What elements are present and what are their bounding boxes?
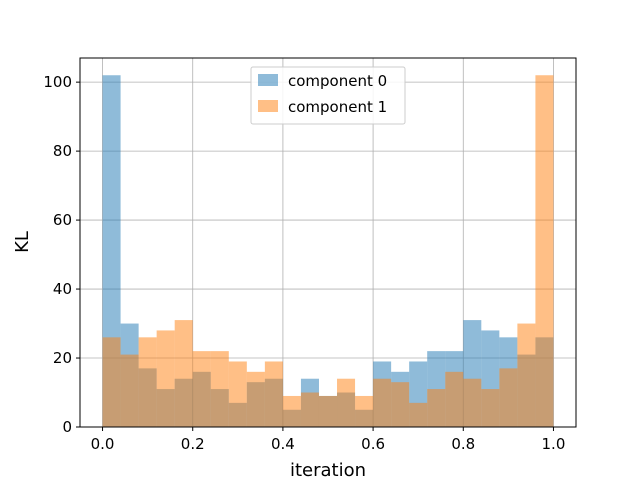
y-tick-label: 40	[53, 280, 72, 298]
bar-component-1	[246, 371, 265, 427]
bar-component-1	[228, 361, 247, 427]
bar-component-1	[391, 382, 410, 427]
legend-box	[250, 66, 406, 125]
bar-component-1	[535, 75, 554, 428]
bar-component-1	[355, 395, 374, 427]
bar-component-1	[156, 330, 175, 427]
bar-component-1	[192, 351, 211, 427]
bar-component-1	[463, 378, 482, 427]
legend-label-component-1: component 1	[288, 98, 387, 116]
bar-component-1	[300, 392, 319, 427]
bar-component-1	[138, 337, 157, 427]
bar-component-1	[499, 368, 518, 427]
bars	[102, 75, 554, 428]
y-axis-label: KL	[12, 231, 33, 253]
bar-component-1	[318, 395, 338, 427]
bar-component-1	[337, 378, 356, 427]
x-tick-label: 0.6	[361, 435, 385, 453]
bar-component-1	[210, 351, 229, 427]
y-tick-label: 100	[43, 73, 72, 91]
bar-component-1	[120, 354, 139, 427]
legend-swatch-component-0	[258, 74, 278, 86]
x-tick-label: 1.0	[542, 435, 566, 453]
x-tick-label: 0.2	[181, 435, 205, 453]
y-tick-label: 80	[53, 142, 72, 160]
legend: component 0 component 1	[250, 66, 406, 125]
plot-frame	[79, 57, 577, 428]
x-axis-ticks: 0.0 0.2 0.4 0.6 0.8 1.0	[91, 427, 566, 453]
x-axis-label: iteration	[290, 460, 366, 480]
bar-component-1	[102, 337, 121, 427]
bar-component-1	[481, 389, 500, 427]
y-axis-ticks: 0 20 40 60 80 100	[43, 73, 80, 436]
bar-component-1	[517, 323, 536, 427]
x-tick-label: 0.0	[91, 435, 115, 453]
x-tick-label: 0.8	[451, 435, 475, 453]
x-tick-label: 0.4	[271, 435, 295, 453]
bar-component-1	[409, 402, 428, 427]
bar-component-1	[445, 371, 464, 427]
bar-component-1	[427, 389, 446, 427]
y-tick-label: 0	[62, 418, 72, 436]
y-tick-label: 20	[53, 349, 72, 367]
y-tick-label: 60	[53, 211, 72, 229]
legend-swatch-component-1	[258, 100, 278, 112]
legend-label-component-0: component 0	[288, 72, 387, 90]
bar-component-1	[264, 361, 283, 427]
bar-component-1	[282, 395, 301, 427]
bar-component-1	[373, 378, 392, 427]
bar-component-1	[174, 320, 193, 427]
